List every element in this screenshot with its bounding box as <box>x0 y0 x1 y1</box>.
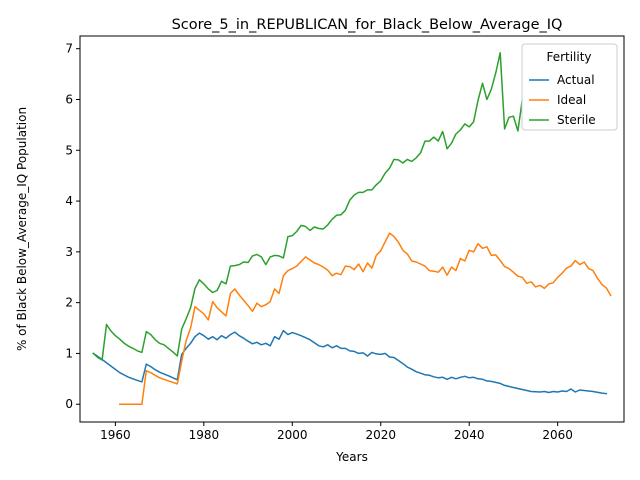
legend-label-ideal: Ideal <box>557 93 586 107</box>
y-axis: 0 1 2 3 4 5 6 7 <box>65 42 80 411</box>
series-line-ideal <box>119 232 612 405</box>
plot-area <box>79 35 625 423</box>
y-tick-label: 7 <box>65 42 73 56</box>
y-tick-label: 3 <box>65 245 73 259</box>
x-tick-label: 2060 <box>542 428 573 442</box>
chart-title: Score_5_in_REPUBLICAN_for_Black_Below_Av… <box>172 17 563 33</box>
legend-label-actual: Actual <box>557 73 595 87</box>
series-line-actual <box>92 329 608 395</box>
series-layer <box>92 52 612 405</box>
x-tick-label: 2000 <box>277 428 308 442</box>
legend: Fertility Actual Ideal Sterile <box>521 43 618 131</box>
x-tick-label: 2040 <box>454 428 485 442</box>
x-tick-label: 1960 <box>100 428 131 442</box>
y-tick-label: 2 <box>65 296 73 310</box>
y-tick-label: 5 <box>65 143 73 157</box>
legend-title: Fertility <box>546 50 591 64</box>
legend-label-sterile: Sterile <box>557 113 596 127</box>
x-axis-label: Years <box>335 450 368 464</box>
series-line-sterile <box>92 52 524 361</box>
y-tick-label: 6 <box>65 92 73 106</box>
y-tick-label: 1 <box>65 346 73 360</box>
x-tick-label: 1980 <box>189 428 220 442</box>
x-axis: 1960 1980 2000 2020 2040 2060 <box>100 422 573 442</box>
x-tick-label: 2020 <box>365 428 396 442</box>
y-axis-label: % of Black Below_Average_IQ Population <box>15 107 29 351</box>
legend-entries: Actual Ideal Sterile <box>529 73 596 127</box>
y-tick-label: 4 <box>65 194 73 208</box>
y-tick-label: 0 <box>65 397 73 411</box>
legend-box <box>521 43 618 131</box>
